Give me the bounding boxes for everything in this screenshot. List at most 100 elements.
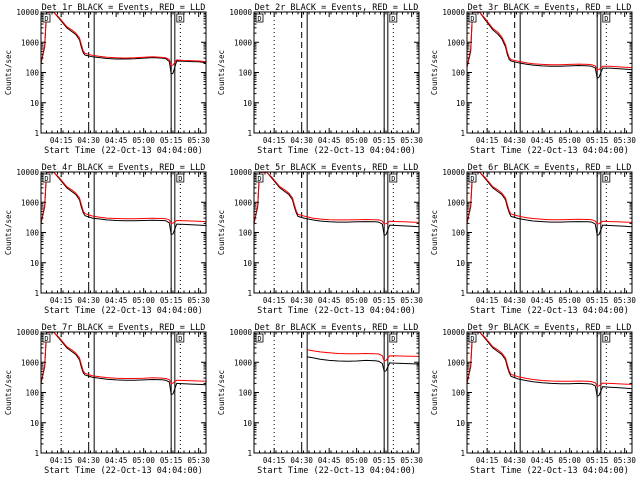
x-tick-label: 05:00: [558, 456, 581, 465]
x-tick-label: 04:15: [476, 296, 499, 305]
x-axis-label: Start Time (22-Oct-13 04:04:00): [44, 146, 203, 156]
plot-frame: [253, 11, 420, 134]
series-events: [253, 171, 420, 237]
x-tick-label: 05:15: [373, 456, 396, 465]
marker-box-right: [602, 173, 611, 183]
y-tick-label: 10: [30, 419, 40, 428]
plot-frame: [253, 331, 420, 454]
panel-title: Det 1r BLACK = Events, RED = LLD: [42, 3, 206, 13]
x-tick-label: 04:30: [503, 136, 526, 145]
x-axis-label: Start Time (22-Oct-13 04:04:00): [470, 466, 629, 476]
y-tick-label: 100: [25, 229, 39, 238]
y-tick-label: 10: [30, 99, 40, 108]
x-tick-label: 04:45: [105, 456, 128, 465]
y-tick-label: 100: [451, 69, 465, 78]
x-axis-label: Start Time (22-Oct-13 04:04:00): [470, 146, 629, 156]
y-tick-label: 1: [460, 129, 465, 138]
marker-label: D: [44, 175, 48, 183]
x-tick-label: 04:30: [290, 136, 313, 145]
x-tick-label: 05:00: [558, 296, 581, 305]
y-tick-label: 10: [456, 419, 466, 428]
x-tick-label: 04:30: [503, 456, 526, 465]
marker-label: D: [604, 335, 608, 343]
x-tick-label: 05:00: [132, 136, 155, 145]
x-tick-label: 05:30: [187, 456, 210, 465]
plot-frame: [466, 171, 633, 294]
marker-box-right: [176, 173, 185, 183]
panel-title: Det 9r BLACK = Events, RED = LLD: [468, 323, 632, 333]
marker-label: D: [178, 175, 182, 183]
y-tick-label: 10: [243, 419, 253, 428]
y-tick-label: 1000: [447, 198, 466, 207]
marker-box-right: [602, 13, 611, 23]
y-tick-label: 10000: [442, 8, 465, 17]
y-axis-label: Counts/sec: [430, 210, 439, 255]
y-tick-label: 1000: [447, 358, 466, 367]
y-tick-label: 1000: [21, 198, 40, 207]
series-events: [40, 171, 207, 236]
x-tick-label: 05:00: [345, 456, 368, 465]
marker-label: D: [470, 335, 474, 343]
x-tick-label: 04:15: [50, 136, 73, 145]
series-lld: [307, 349, 420, 362]
x-tick-label: 05:00: [558, 136, 581, 145]
series-lld: [40, 331, 207, 384]
marker-box-right: [389, 173, 398, 183]
y-tick-label: 10000: [16, 328, 39, 337]
x-tick-label: 04:45: [105, 136, 128, 145]
marker-label: D: [257, 175, 261, 183]
x-tick-label: 05:00: [345, 296, 368, 305]
y-tick-label: 10: [456, 99, 466, 108]
marker-label: D: [257, 335, 261, 343]
x-axis-label: Start Time (22-Oct-13 04:04:00): [44, 306, 203, 316]
x-axis-label: Start Time (22-Oct-13 04:04:00): [44, 466, 203, 476]
x-tick-label: 05:15: [586, 456, 609, 465]
x-tick-label: 04:15: [476, 456, 499, 465]
marker-box-right: [176, 13, 185, 23]
panel-det-6: Det 6r BLACK = Events, RED = LLD D D 1 10 100…: [430, 163, 636, 316]
x-tick-label: 05:15: [160, 456, 183, 465]
series-events: [40, 331, 207, 396]
x-tick-label: 05:30: [613, 136, 636, 145]
x-tick-label: 05:30: [187, 136, 210, 145]
x-tick-label: 04:30: [77, 456, 100, 465]
x-tick-label: 05:15: [160, 296, 183, 305]
y-tick-label: 100: [238, 229, 252, 238]
plot-frame: [253, 171, 420, 294]
y-axis-label: Counts/sec: [430, 50, 439, 95]
marker-label: D: [604, 15, 608, 23]
panel-title: Det 2r BLACK = Events, RED = LLD: [255, 3, 419, 13]
x-tick-label: 05:30: [613, 296, 636, 305]
y-tick-label: 10000: [16, 168, 39, 177]
x-tick-label: 04:45: [531, 136, 554, 145]
series-events: [466, 331, 633, 398]
marker-box-right: [389, 13, 398, 23]
y-axis-label: Counts/sec: [4, 370, 13, 415]
series-events: [307, 356, 420, 373]
panel-det-9: Det 9r BLACK = Events, RED = LLD D D 1 10 100…: [430, 323, 636, 476]
plot-frame: [40, 331, 207, 454]
series-lld: [466, 171, 633, 225]
x-tick-label: 05:30: [187, 296, 210, 305]
panel-det-1: Det 1r BLACK = Events, RED = LLD D D 1 10 100…: [4, 3, 210, 156]
series-events: [40, 11, 207, 75]
x-tick-label: 04:30: [290, 296, 313, 305]
y-tick-label: 100: [25, 389, 39, 398]
y-axis-label: Counts/sec: [217, 370, 226, 415]
series-lld: [40, 171, 207, 224]
x-axis-label: Start Time (22-Oct-13 04:04:00): [470, 306, 629, 316]
x-tick-label: 05:00: [132, 456, 155, 465]
x-tick-label: 05:30: [400, 136, 423, 145]
marker-label: D: [391, 15, 395, 23]
marker-box-right: [602, 333, 611, 343]
x-tick-label: 04:45: [318, 296, 341, 305]
marker-label: D: [391, 175, 395, 183]
x-tick-label: 05:30: [400, 456, 423, 465]
y-axis-label: Counts/sec: [217, 210, 226, 255]
panel-title: Det 8r BLACK = Events, RED = LLD: [255, 323, 419, 333]
x-tick-label: 04:30: [290, 456, 313, 465]
panel-det-4: Det 4r BLACK = Events, RED = LLD D D 1 10 100…: [4, 163, 210, 316]
y-tick-label: 10000: [16, 8, 39, 17]
marker-box-right: [389, 333, 398, 343]
